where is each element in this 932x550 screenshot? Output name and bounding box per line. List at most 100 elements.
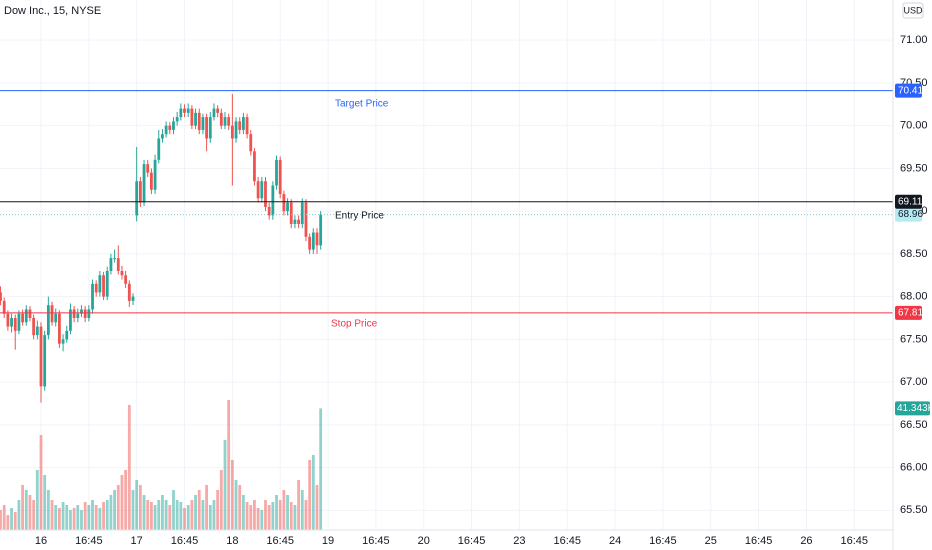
volume-bar [253, 500, 256, 530]
candle-body [271, 185, 275, 216]
volume-bar [69, 510, 72, 530]
last-price-tag [895, 207, 922, 222]
candle-body [146, 164, 150, 173]
volume-bar [234, 480, 238, 530]
candle-body [131, 296, 135, 301]
volume-bar [142, 495, 146, 530]
candle-body [113, 258, 116, 260]
candle-body [138, 181, 142, 203]
volume-bar [50, 500, 54, 530]
level-name: Entry Price [335, 211, 384, 222]
x-tick-label: 16 [35, 535, 47, 547]
candle-body [98, 275, 102, 293]
volume-bar [87, 505, 91, 530]
candle-body [308, 236, 312, 250]
currency-box[interactable] [902, 2, 924, 19]
volume-bar [2, 505, 6, 530]
candle-body [319, 214, 323, 246]
volume-bar [304, 500, 308, 530]
candle-body [39, 326, 43, 387]
volume-bar [76, 505, 80, 530]
candle-body [2, 300, 6, 314]
candle-body [87, 309, 91, 318]
volume-bar [227, 400, 231, 530]
volume-bar [271, 502, 275, 530]
candle-body [179, 108, 183, 118]
candle-body [6, 313, 10, 327]
volume-bar [105, 500, 109, 530]
volume-bar [98, 508, 102, 530]
volume-bar [264, 500, 267, 530]
candle-body [212, 108, 216, 118]
candle-body [153, 159, 157, 190]
volume-bar [17, 500, 21, 530]
candle-body [109, 258, 113, 271]
candle-body [293, 219, 297, 224]
volume-bar [205, 485, 208, 530]
volume-bar [72, 508, 76, 530]
x-tick-label: 16:45 [171, 535, 199, 547]
x-tick-label: 18 [226, 535, 238, 547]
volume-bar [172, 490, 175, 530]
level-name: Target Price [335, 99, 389, 110]
x-tick-label: 16:45 [266, 535, 294, 547]
candle-body [216, 108, 220, 113]
candle-body [194, 112, 197, 126]
volume-bar [10, 508, 13, 530]
volume-bar [212, 500, 216, 530]
volume-bar [267, 505, 271, 530]
candle-body [172, 121, 175, 130]
volume-bar [293, 505, 297, 530]
x-tick-label: 24 [609, 535, 621, 547]
volume-bar [319, 408, 323, 530]
currency: USD [903, 5, 923, 15]
candle-body [304, 202, 308, 237]
candle-body [72, 309, 76, 318]
volume-bar [311, 455, 315, 530]
candle-body [190, 108, 194, 126]
volume-bar [201, 500, 205, 530]
volume-bar [282, 490, 286, 530]
candle-body [105, 270, 109, 297]
level-name: Stop Price [331, 319, 378, 330]
volume-bar [245, 502, 249, 530]
candle-body [286, 202, 289, 212]
candle-body [24, 309, 28, 323]
volume-bar [308, 460, 312, 530]
volume-bar [183, 508, 186, 530]
volume-bar [21, 485, 24, 530]
candle-body [249, 134, 253, 152]
volume-bar [216, 490, 220, 530]
x-tick-label: 16:45 [553, 535, 581, 547]
y-tick-label: 65.50 [900, 504, 928, 516]
candle-body [150, 172, 153, 190]
candle-body [76, 313, 80, 318]
volume-bar [315, 485, 319, 530]
x-tick-label: 16:45 [745, 535, 773, 547]
volume-bar [157, 500, 161, 530]
x-tick-label: 16:45 [75, 535, 103, 547]
candle-body [223, 117, 227, 126]
candle-body [17, 313, 21, 331]
y-tick-label: 70.00 [900, 120, 928, 132]
volume-bar [54, 505, 58, 530]
candle-body [230, 125, 234, 139]
volume-bar [127, 405, 131, 530]
candle-body [245, 117, 249, 135]
volume-bar [242, 495, 245, 530]
candle-body [120, 270, 124, 276]
candle-body [58, 313, 61, 344]
candle-body [264, 181, 267, 207]
volume-bar [223, 440, 227, 530]
x-tick-label: 16:45 [362, 535, 390, 547]
y-tick-label: 66.50 [900, 419, 928, 431]
x-tick-label: 19 [322, 535, 334, 547]
candle-body [256, 181, 260, 199]
x-tick-label: 16:45 [649, 535, 677, 547]
candle-body [164, 125, 168, 135]
candle-body [300, 202, 304, 224]
candle-body [157, 138, 161, 160]
candle-body [32, 318, 36, 336]
volume-bar [116, 485, 120, 530]
